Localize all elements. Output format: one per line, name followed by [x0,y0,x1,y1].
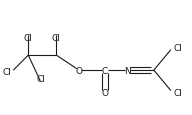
Text: O: O [102,88,109,97]
Text: Cl: Cl [173,88,182,97]
Text: N: N [124,66,131,75]
Text: C: C [102,66,108,75]
Text: Cl: Cl [2,68,11,77]
Text: Cl: Cl [37,74,46,83]
Text: Cl: Cl [173,44,182,53]
Text: O: O [75,66,82,75]
Text: Cl: Cl [52,34,61,43]
Text: Cl: Cl [24,34,33,43]
